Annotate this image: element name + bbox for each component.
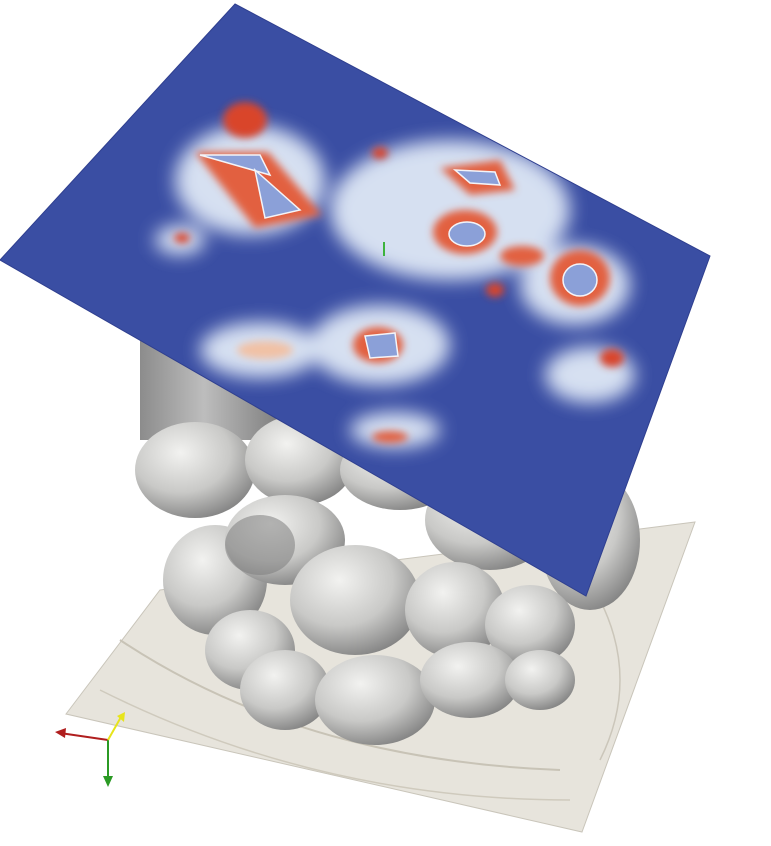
z-axis-arrow-icon — [117, 712, 125, 722]
scalar-slice-plane — [0, 3, 711, 597]
x-axis-arrow-icon — [55, 728, 66, 738]
y-axis-arrow-icon — [103, 776, 113, 787]
orientation-axes — [55, 712, 125, 787]
